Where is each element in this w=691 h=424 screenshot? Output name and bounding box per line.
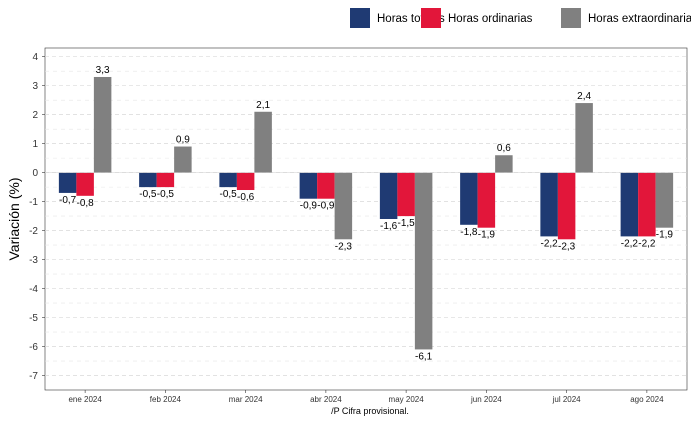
y-tick-label: 3 [32, 81, 38, 92]
bar-horas-totales [540, 172, 558, 237]
y-tick-label: -5 [29, 313, 38, 324]
y-tick-label: 0 [32, 168, 38, 179]
data-label: -0,5 [139, 189, 157, 200]
bar-horas-extraordinarias [414, 172, 433, 350]
data-label: -0,5 [157, 189, 175, 200]
bar-horas-extraordinarias [174, 146, 192, 173]
bar-horas-extraordinarias [254, 111, 272, 173]
bar-horas-extraordinarias [655, 172, 674, 228]
bar-horas-ordinarias [317, 172, 335, 199]
plot-panel [44, 47, 688, 391]
data-label: -6,1 [415, 351, 433, 362]
data-label: 2,4 [577, 91, 591, 102]
bar-horas-extraordinarias [93, 76, 112, 173]
y-tick-label: -2 [29, 226, 38, 237]
x-tick-label: mar 2024 [229, 395, 263, 404]
data-label: -0,9 [300, 201, 318, 212]
data-label: 0,6 [497, 143, 511, 154]
data-label: -0,6 [237, 192, 255, 203]
x-tick-label: feb 2024 [150, 395, 182, 404]
bar-horas-totales [299, 172, 318, 199]
y-tick-label: -3 [29, 255, 38, 266]
data-label: -2,2 [638, 238, 656, 249]
data-label: 2,1 [256, 100, 270, 111]
y-tick-label: 2 [32, 110, 38, 121]
y-tick-label: -1 [29, 197, 38, 208]
data-label: -2,3 [558, 241, 576, 252]
data-label: 0,9 [176, 135, 190, 146]
bar-horas-totales [620, 172, 639, 237]
data-label: -0,7 [59, 195, 77, 206]
y-tick-label: 4 [32, 52, 38, 63]
bar-horas-totales [219, 172, 237, 188]
y-axis-title: Variación (%) [6, 178, 22, 261]
y-tick-label: -7 [29, 371, 38, 382]
data-label: -0,9 [317, 201, 335, 212]
bar-horas-totales [379, 172, 398, 219]
bar-horas-extraordinarias [575, 103, 593, 173]
bar-horas-ordinarias [397, 172, 415, 217]
x-tick-label: jun 2024 [470, 395, 502, 404]
data-label: 3,3 [96, 65, 110, 76]
bar-horas-extraordinarias [334, 172, 353, 240]
x-tick-label: ene 2024 [68, 395, 102, 404]
bar-horas-ordinarias [156, 172, 175, 188]
x-tick-label: may 2024 [389, 395, 425, 404]
bar-horas-totales [58, 172, 77, 193]
legend-key-horas-ordinarias [421, 8, 441, 28]
bar-horas-ordinarias [477, 172, 496, 228]
data-label: -1,6 [380, 221, 398, 232]
data-label: -1,9 [656, 230, 674, 241]
legend-key-horas-totales [350, 8, 370, 28]
data-label: -1,8 [460, 227, 478, 238]
x-tick-label: ago 2024 [630, 395, 664, 404]
footnote: /P Cifra provisional. [331, 406, 409, 416]
data-label: -0,5 [220, 189, 238, 200]
bar-horas-ordinarias [236, 172, 255, 191]
y-tick-label: 1 [32, 139, 38, 150]
x-tick-label: abr 2024 [310, 395, 342, 404]
legend-label: Horas extraordinarias [588, 13, 691, 25]
data-label: -2,2 [541, 238, 559, 249]
data-label: -1,9 [478, 230, 496, 241]
bar-horas-ordinarias [557, 172, 576, 240]
y-tick-label: -4 [29, 284, 38, 295]
data-label: -0,8 [77, 198, 95, 209]
bar-horas-ordinarias [76, 172, 94, 196]
bar-horas-ordinarias [638, 172, 656, 237]
y-tick-label: -6 [29, 342, 38, 353]
bar-horas-totales [139, 172, 157, 188]
x-tick-label: jul 2024 [552, 395, 582, 404]
legend-label: Horas ordinarias [448, 13, 533, 25]
data-label: -2,3 [335, 241, 353, 252]
bar-horas-extraordinarias [495, 155, 513, 173]
legend-key-horas-extraordinarias [561, 8, 581, 28]
data-label: -2,2 [621, 238, 639, 249]
bar-horas-totales [460, 172, 478, 225]
data-label: -1,5 [398, 218, 416, 229]
